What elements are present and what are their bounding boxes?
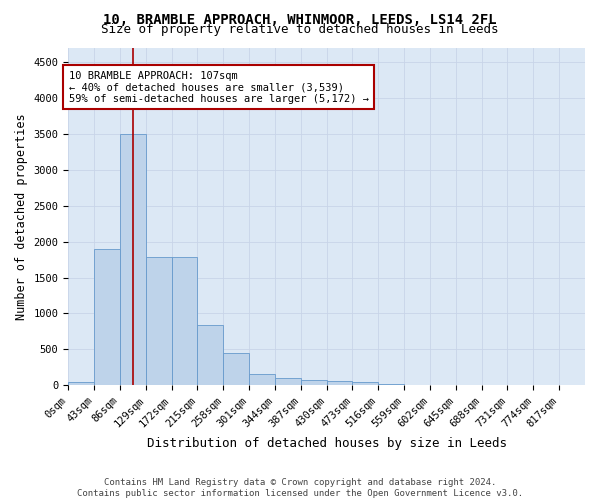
Bar	[120, 134, 146, 386]
Bar	[68, 382, 94, 386]
Text: 10 BRAMBLE APPROACH: 107sqm
← 40% of detached houses are smaller (3,539)
59% of : 10 BRAMBLE APPROACH: 107sqm ← 40% of det…	[68, 70, 368, 104]
X-axis label: Distribution of detached houses by size in Leeds: Distribution of detached houses by size …	[146, 437, 506, 450]
Bar	[249, 374, 275, 386]
Text: 10, BRAMBLE APPROACH, WHINMOOR, LEEDS, LS14 2FL: 10, BRAMBLE APPROACH, WHINMOOR, LEEDS, L…	[103, 12, 497, 26]
Bar	[275, 378, 301, 386]
Bar	[146, 258, 172, 386]
Bar	[326, 382, 352, 386]
Bar	[197, 325, 223, 386]
Bar	[379, 384, 404, 386]
Y-axis label: Number of detached properties: Number of detached properties	[15, 113, 28, 320]
Text: Contains HM Land Registry data © Crown copyright and database right 2024.
Contai: Contains HM Land Registry data © Crown c…	[77, 478, 523, 498]
Bar	[352, 382, 379, 386]
Bar	[301, 380, 326, 386]
Text: Size of property relative to detached houses in Leeds: Size of property relative to detached ho…	[101, 22, 499, 36]
Bar	[223, 353, 249, 386]
Bar	[94, 249, 120, 386]
Bar	[172, 258, 197, 386]
Bar	[404, 384, 430, 386]
